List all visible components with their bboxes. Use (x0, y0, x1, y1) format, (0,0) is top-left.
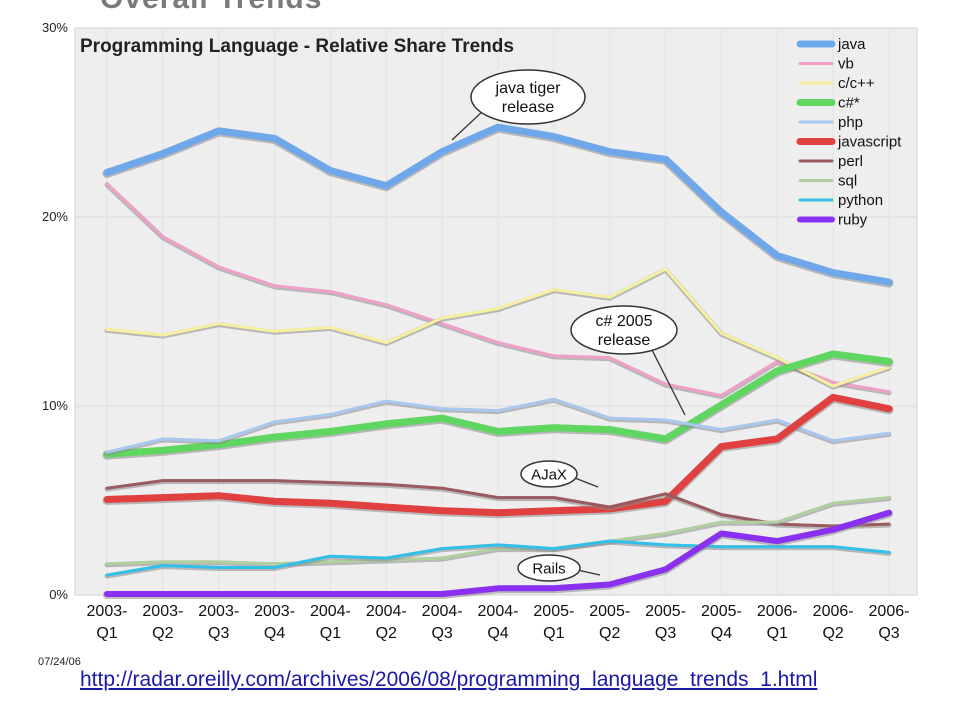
x-tick-label: 2004-Q1 (310, 603, 351, 642)
legend-label: javascript (837, 134, 902, 151)
annotation-label: Rails (532, 560, 565, 577)
series-line-python (105, 539, 891, 577)
legend-label: c#* (838, 95, 860, 112)
y-axis-ticks: 0% 10% 20% 30% (42, 20, 68, 602)
x-tick-label: 2006-Q2 (813, 603, 854, 642)
annotation-bubble (470, 69, 586, 125)
series-line-c (103, 350, 893, 458)
x-tick-label: 2003-Q1 (87, 603, 128, 642)
series-lines (102, 123, 894, 599)
annotations: java tiger release c# 2005 release AJaX Rails (451, 69, 686, 582)
x-tick-label: 2004-Q2 (366, 603, 407, 642)
source-link[interactable]: http://radar.oreilly.com/archives/2006/0… (80, 668, 818, 691)
series-line-vb (105, 182, 891, 398)
x-tick-label: 2005-Q3 (645, 603, 686, 642)
x-tick-label: 2003-Q2 (142, 603, 183, 642)
legend-label: ruby (838, 212, 868, 229)
series-line-php (105, 397, 891, 454)
annotation-label: java tiger release (495, 80, 562, 116)
annotation-pointer (571, 476, 599, 488)
legend-label: sql (838, 173, 857, 190)
x-tick-label: 2004-Q3 (422, 603, 463, 642)
series-line-ruby (104, 509, 892, 597)
series-line-sql (105, 496, 891, 566)
legend-label: php (838, 114, 863, 131)
date-stamp: 07/24/06 (38, 656, 81, 668)
legend-label: perl (838, 153, 863, 170)
y-tick-label: 0% (49, 587, 68, 602)
annotation-pointer (649, 346, 686, 416)
annotation-label: AJaX (531, 466, 567, 483)
annotation-bubble (520, 460, 578, 488)
legend-label: c/c++ (838, 75, 875, 92)
legend-label: python (838, 192, 883, 209)
series-line-cc (105, 267, 891, 388)
x-tick-label: 2003-Q4 (254, 603, 295, 642)
legend: java vb c/c++ c#* php javascript perl sql python… (796, 36, 902, 229)
annotation-label: c# 2005 release (596, 313, 653, 349)
annotation-bubble (517, 554, 581, 582)
slide-title-fragment: Overall Trends (100, 0, 322, 16)
legend-label: vb (838, 56, 854, 73)
chart-title: Programming Language - Relative Share Tr… (80, 36, 514, 57)
x-tick-label: 2005-Q4 (701, 603, 742, 642)
annotation-bubble (570, 305, 678, 355)
y-tick-label: 30% (42, 20, 68, 35)
x-tick-label: 2004-Q4 (478, 603, 519, 642)
x-axis-ticks: 2003-Q1 2003-Q2 2003-Q3 2003-Q4 2004-Q1 2004-… (87, 603, 910, 642)
x-tick-label: 2003-Q3 (198, 603, 239, 642)
series-line-javascript (103, 393, 893, 517)
y-tick-label: 10% (42, 398, 68, 413)
x-tick-label: 2005-Q2 (589, 603, 630, 642)
x-tick-label: 2006-Q3 (869, 603, 910, 642)
x-tick-label: 2006-Q1 (757, 603, 798, 642)
annotation-pointer (451, 107, 487, 141)
series-line-java (103, 123, 893, 286)
y-tick-label: 20% (42, 209, 68, 224)
legend-label: java (837, 36, 866, 53)
x-tick-label: 2005-Q1 (533, 603, 574, 642)
